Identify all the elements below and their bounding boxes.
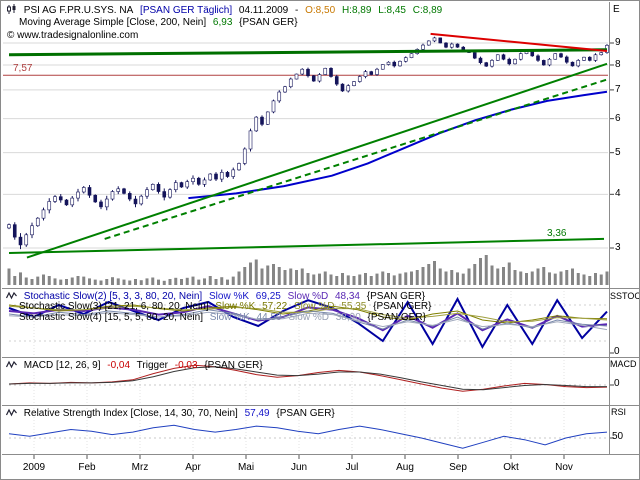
quote-close: C:8,89 xyxy=(412,5,443,16)
quote-open: O:8,50 xyxy=(305,5,336,16)
rsi-legend[interactable]: Relative Strength Index [Close, 14, 30, … xyxy=(5,407,339,422)
price-axis-tick-label: 7 xyxy=(615,83,621,95)
stoch-symbol-ref: {PSAN GER} xyxy=(373,301,432,312)
symbol-name: PSI AG F.PR.U.SYS. NA xyxy=(23,5,134,16)
stoch-name: Stochastic Slow(2) [5, 3, 3, 80, 20, Nei… xyxy=(23,291,203,302)
quote-high: H:8,89 xyxy=(341,5,372,16)
stoch-k-value: 44,50 xyxy=(256,312,282,323)
price-axis-tick-label: 8 xyxy=(615,58,621,70)
time-axis-label: 2009 xyxy=(22,462,46,473)
macd-trigger-label: Trigger xyxy=(136,360,168,371)
stoch-k-value: 57,22 xyxy=(262,301,288,312)
stochastic-legend-1[interactable]: Stochastic Slow(2) [5, 3, 3, 80, 20, Nei… xyxy=(5,290,429,305)
quote-low: L:8,45 xyxy=(378,5,406,16)
macd-trigger-value: -0,03 xyxy=(174,360,198,371)
stoch-d-label: Slow %D xyxy=(287,291,329,302)
quote-date: 04.11.2009 xyxy=(238,5,289,16)
time-axis-label: Okt xyxy=(503,462,519,473)
time-axis-label: Aug xyxy=(396,462,414,473)
stoch-k-value: 69,25 xyxy=(255,291,281,302)
time-axis-label: Sep xyxy=(449,462,467,473)
price-axis-tick-label: 4 xyxy=(615,188,621,200)
indicator-icon xyxy=(5,359,17,374)
hline-price-label: 7,57 xyxy=(13,63,33,74)
stochastic-legend-3[interactable]: Stochastic Slow(4) [15, 5, 5, 80, 20, Ne… xyxy=(19,312,430,324)
feed-name: [PSAN GER Täglich] xyxy=(140,5,233,16)
macd-name: MACD [12, 26, 9] xyxy=(23,360,101,371)
trendline-price-label: 3,36 xyxy=(547,228,567,239)
stoch-k-label: Slow %K xyxy=(215,301,256,312)
stoch-name: Stochastic Slow(3) [21, 21, 6, 80, 20, N… xyxy=(19,301,209,312)
rsi-axis-title: RSI xyxy=(611,407,627,417)
macd-axis-tick: 0 xyxy=(614,378,620,389)
indicator-icon xyxy=(5,290,17,305)
stoch-d-value: 38,90 xyxy=(335,312,361,323)
rsi-value: 57,49 xyxy=(244,408,270,419)
macd-value: -0,04 xyxy=(107,360,131,371)
separator: - xyxy=(295,5,299,16)
rsi-symbol-ref: {PSAN GER} xyxy=(276,408,335,419)
stoch-symbol-ref: {PSAN GER} xyxy=(367,312,426,323)
stoch-d-value: 48,34 xyxy=(334,291,360,302)
time-axis-label: Jul xyxy=(345,462,359,473)
time-axis-label: Mrz xyxy=(131,462,149,473)
macd-symbol-ref: {PSAN GER} xyxy=(204,360,263,371)
stochastic-legend-2[interactable]: Stochastic Slow(3) [21, 21, 6, 80, 20, N… xyxy=(19,301,435,313)
price-axis-tick-label: 9 xyxy=(615,37,621,48)
copyright-label: © www.tradesignalonline.com xyxy=(7,30,139,41)
stoch-d-value: 55,35 xyxy=(341,301,367,312)
stoch-k-label: Slow %K xyxy=(209,291,250,302)
stoch-k-label: Slow %K xyxy=(209,312,250,323)
rsi-name: Relative Strength Index [Close, 14, 30, … xyxy=(23,408,238,419)
price-axis-tick-label: 6 xyxy=(615,112,621,124)
time-axis-label: Feb xyxy=(78,462,96,473)
macd-legend[interactable]: MACD [12, 26, 9] -0,04 Trigger -0,03 {PS… xyxy=(5,359,267,374)
time-axis-label: Mai xyxy=(237,462,255,473)
ma-value: 6,93 xyxy=(212,17,233,28)
stoch-axis-title: SSTOC xyxy=(610,291,640,301)
time-axis-label: Apr xyxy=(185,462,201,473)
time-axis-label: Nov xyxy=(555,462,573,473)
time-axis-label: Jun xyxy=(290,462,308,473)
ma-name: Moving Average Simple [Close, 200, Nein] xyxy=(19,17,207,28)
axis-scale-button[interactable]: E xyxy=(613,4,620,15)
stoch-axis-tick: 0 xyxy=(614,346,620,357)
price-panel-legend[interactable]: PSI AG F.PR.U.SYS. NA [PSAN GER Täglich]… xyxy=(6,4,446,19)
stoch-name: Stochastic Slow(4) [15, 5, 5, 80, 20, Ne… xyxy=(19,312,203,323)
ma-legend[interactable]: Moving Average Simple [Close, 200, Nein]… xyxy=(19,17,302,29)
rsi-axis-tick: 50 xyxy=(612,431,624,442)
candlestick-chart-icon xyxy=(6,4,17,19)
price-axis-tick-label: 3 xyxy=(615,242,621,253)
price-axis-tick-label: 5 xyxy=(615,146,621,158)
indicator-icon xyxy=(5,407,17,422)
ma-symbol-ref: {PSAN GER} xyxy=(239,17,298,28)
stoch-symbol-ref: {PSAN GER} xyxy=(366,291,426,302)
stoch-d-label: Slow %D xyxy=(293,301,335,312)
macd-axis-title: MACD xyxy=(610,359,637,369)
stoch-d-label: Slow %D xyxy=(288,312,329,323)
